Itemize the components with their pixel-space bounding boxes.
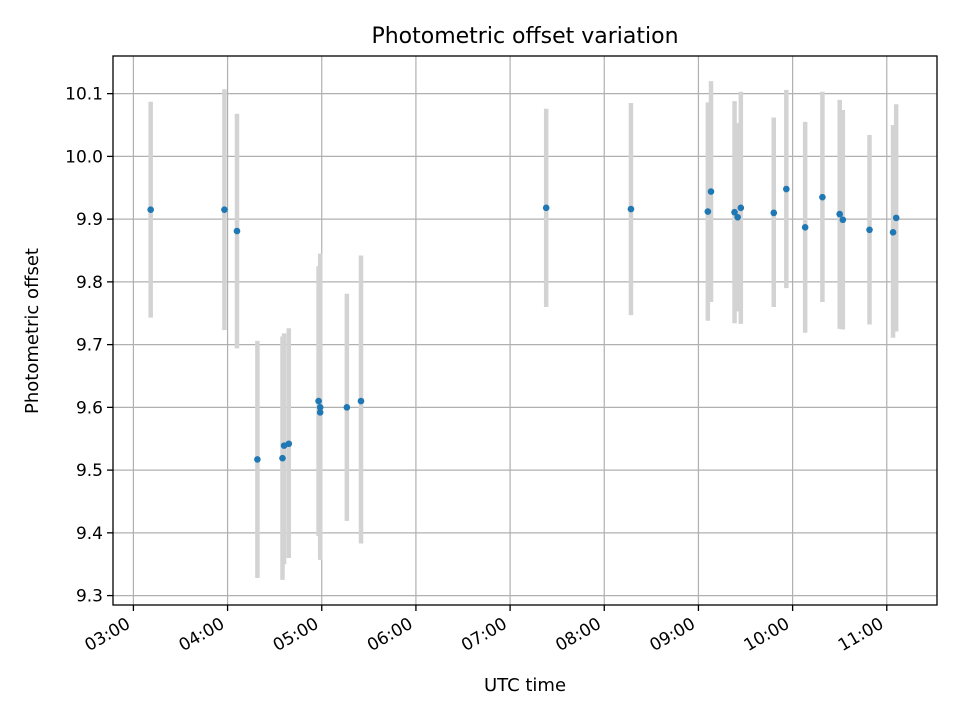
data-point	[707, 188, 715, 195]
x-axis-label: UTC time	[484, 675, 566, 696]
y-tick-label: 10.0	[65, 147, 103, 167]
y-tick-label: 9.8	[76, 273, 103, 293]
x-tick-label: 11:00	[835, 614, 887, 656]
x-tick-label: 09:00	[646, 614, 698, 656]
data-point	[343, 404, 351, 411]
x-tick-label: 07:00	[458, 614, 510, 656]
data-point	[316, 404, 324, 411]
data-point	[254, 456, 261, 463]
plot-frame	[112, 55, 938, 606]
x-tick-label: 08:00	[552, 614, 604, 656]
data-point	[315, 397, 322, 405]
data-point	[770, 209, 778, 217]
y-axis-label: Photometric offset	[22, 248, 43, 414]
chart-title: Photometric offset variation	[371, 24, 678, 49]
y-tick-label: 9.5	[76, 461, 103, 481]
data-point	[889, 229, 897, 236]
x-tick-label: 03:00	[81, 614, 133, 656]
y-tick-label: 9.3	[76, 587, 103, 607]
data-point	[627, 205, 635, 213]
x-tick-label: 06:00	[364, 614, 416, 656]
data-point	[737, 204, 745, 212]
y-tick-label: 9.4	[76, 524, 103, 544]
data-point	[866, 226, 873, 234]
x-tick-label: 04:00	[176, 614, 228, 656]
data-point	[316, 409, 324, 416]
x-tick-label: 05:00	[270, 614, 322, 656]
data-point	[704, 208, 712, 215]
data-point	[147, 206, 154, 214]
data-point	[839, 216, 847, 224]
data-point	[801, 223, 809, 231]
axis-ticks: 03:00 04:00 05:00 06:00 07:00 08:00 09:00 10:00…	[65, 85, 888, 656]
grid	[113, 56, 937, 605]
y-tick-label: 9.7	[76, 336, 103, 356]
y-tick-label: 9.6	[76, 398, 103, 418]
data-point	[836, 210, 843, 218]
y-tick-label: 9.9	[76, 210, 103, 230]
y-tick-label: 10.1	[65, 85, 103, 105]
data-point	[221, 206, 228, 214]
data-point	[892, 214, 900, 222]
data-point	[783, 185, 790, 193]
data-point	[819, 193, 826, 201]
data-point	[233, 227, 241, 235]
data-point	[357, 397, 365, 405]
data-point	[285, 440, 293, 448]
data-point	[734, 213, 741, 221]
data-point	[279, 454, 286, 462]
data-points	[147, 185, 900, 463]
data-point	[542, 204, 550, 212]
data-point	[731, 208, 738, 216]
x-tick-label: 10:00	[741, 614, 793, 656]
